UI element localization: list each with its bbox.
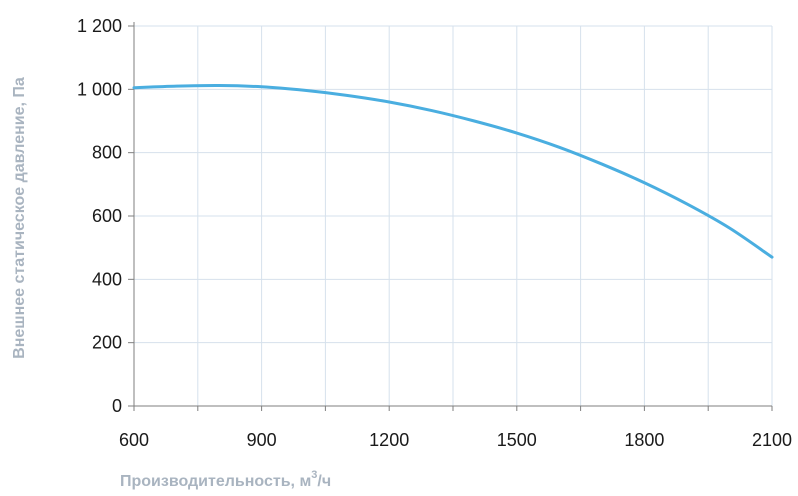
- y-tick-label: 0: [112, 396, 122, 416]
- y-tick-label: 400: [92, 269, 122, 289]
- grid-lines: [134, 25, 773, 406]
- x-axis-title-unit-sup: 3: [311, 469, 317, 481]
- y-tick-label: 1 200: [77, 16, 122, 36]
- y-tick-label: 1 000: [77, 79, 122, 99]
- x-axis-title-main: Производительность: [120, 473, 291, 490]
- y-tick-labels: 0 200 400 600 800 1 000 1 200: [77, 16, 122, 416]
- x-tick-label: 1800: [624, 430, 664, 450]
- x-tick-label: 600: [119, 430, 149, 450]
- y-tick-label: 800: [92, 143, 122, 163]
- x-axis-title-unit-tail: /ч: [317, 473, 331, 490]
- series-layer: [132, 84, 774, 259]
- axes: [128, 22, 773, 411]
- y-axis-title-main: Внешнее статическое давление: [11, 106, 28, 358]
- y-axis-title-unit: , Па: [11, 77, 28, 106]
- y-axis-title: Внешнее статическое давление, Па: [11, 77, 28, 359]
- series-line: [132, 84, 774, 259]
- x-tick-label: 2100: [752, 430, 792, 450]
- x-tick-labels: 600 900 1200 1500 1800 2100: [119, 430, 792, 450]
- x-tick-label: 1500: [497, 430, 537, 450]
- y-tick-label: 200: [92, 333, 122, 353]
- x-tick-label: 1200: [369, 430, 409, 450]
- x-axis-title: Производительность, м3/ч: [120, 469, 331, 490]
- x-axis-title-unit: , м: [291, 473, 312, 490]
- x-tick-label: 900: [247, 430, 277, 450]
- y-tick-label: 600: [92, 206, 122, 226]
